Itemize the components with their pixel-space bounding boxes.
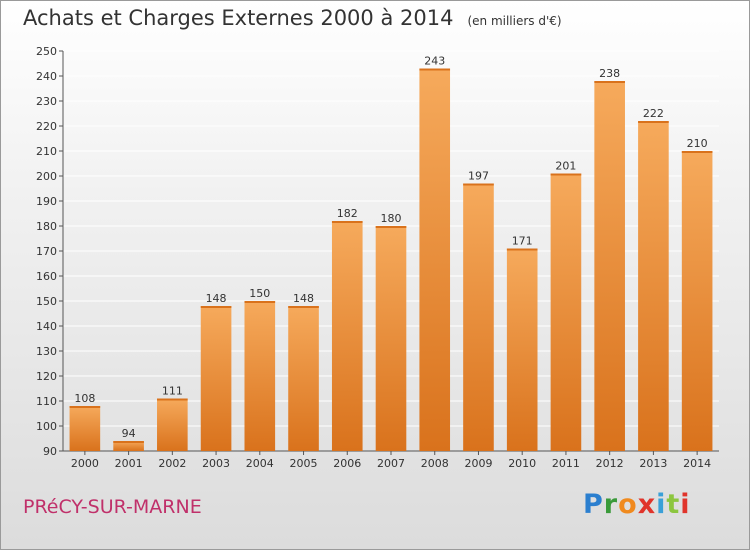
bar-top-edge [594,81,625,83]
chart-title-block: Achats et Charges Externes 2000 à 2014 (e… [23,6,562,30]
x-tick-label: 2013 [639,457,667,470]
bar-value-label: 201 [555,160,576,173]
bar [200,306,232,451]
chart-title: Achats et Charges Externes 2000 à 2014 [23,6,454,30]
bar-top-edge [681,151,713,153]
bar-top-edge [113,441,144,443]
x-tick-label: 2007 [377,457,405,470]
x-tick-label: 2012 [596,457,624,470]
y-tick-label: 140 [36,320,57,333]
x-tick-label: 2010 [508,457,536,470]
bar-top-edge [375,226,407,228]
bar-top-edge [331,221,363,223]
bar [375,226,407,451]
bar-top-edge [463,183,494,186]
bar [288,306,319,451]
y-tick-label: 230 [36,95,57,108]
proxiti-logo: Proxiti [583,489,691,520]
logo-letter: i [656,489,667,520]
bar-top-edge [506,248,538,251]
x-tick-label: 2002 [158,457,186,470]
logo-letter: i [680,489,691,520]
bar [463,183,494,451]
bar-top-edge [638,121,669,123]
x-tick-label: 2004 [246,457,274,470]
bar [113,441,144,451]
y-tick-label: 220 [36,120,57,133]
bar-value-label: 111 [162,385,183,398]
bar [331,221,363,451]
y-tick-label: 90 [43,445,57,458]
x-tick-label: 2005 [290,457,318,470]
y-tick-label: 250 [36,45,57,58]
bar-top-edge [157,398,188,401]
x-tick-label: 2003 [202,457,230,470]
bar-top-edge [419,68,451,71]
x-tick-label: 2008 [421,457,449,470]
x-tick-label: 2006 [333,457,361,470]
logo-letter: x [637,489,657,520]
x-tick-label: 2011 [552,457,580,470]
y-tick-label: 150 [36,295,57,308]
bar-top-edge [200,306,232,308]
bar-value-label: 182 [337,207,358,220]
logo-letter: o [618,489,638,520]
bar [506,248,538,451]
bar-value-label: 94 [122,427,136,440]
y-tick-label: 200 [36,170,57,183]
bar-value-label: 108 [74,392,95,405]
bar [550,173,582,451]
bar-value-label: 180 [381,212,402,225]
bar-value-label: 150 [249,287,270,300]
city-name: PRéCY-SUR-MARNE [23,496,202,518]
y-tick-label: 190 [36,195,57,208]
bar [681,151,713,451]
bar [244,301,276,451]
bar [157,398,188,451]
y-tick-label: 100 [36,420,57,433]
y-tick-label: 160 [36,270,57,283]
bar-top-edge [244,301,276,303]
y-tick-label: 120 [36,370,57,383]
logo-letter: r [603,489,619,520]
bars [69,68,713,451]
y-tick-label: 180 [36,220,57,233]
bar [638,121,669,451]
y-tick-label: 210 [36,145,57,158]
bar-top-edge [550,173,582,176]
bar [69,406,101,451]
y-tick-label: 110 [36,395,57,408]
bar-value-label: 243 [424,55,445,68]
y-tick-label: 130 [36,345,57,358]
labels: 90 100 110 120 130 140 150 160 170 180 190 200 210 22… [36,45,711,470]
bar [594,81,625,451]
bar-value-label: 210 [687,137,708,150]
x-tick-label: 2009 [464,457,492,470]
bar-value-label: 171 [512,235,533,248]
bar-top-edge [69,406,101,408]
bar [419,68,451,451]
x-tick-label: 2000 [71,457,99,470]
bar-top-edge [288,306,319,308]
x-tick-label: 2014 [683,457,711,470]
bar-value-label: 148 [293,292,314,305]
logo-letter: P [583,489,604,520]
bar-value-label: 238 [599,67,620,80]
x-tick-label: 2001 [115,457,143,470]
bar-value-label: 148 [206,292,227,305]
chart-unit: (en milliers d'€) [467,14,562,28]
y-tick-label: 240 [36,70,57,83]
bar-value-label: 197 [468,170,489,183]
logo-letter: t [666,489,681,520]
bar-value-label: 222 [643,107,664,120]
y-tick-label: 170 [36,245,57,258]
